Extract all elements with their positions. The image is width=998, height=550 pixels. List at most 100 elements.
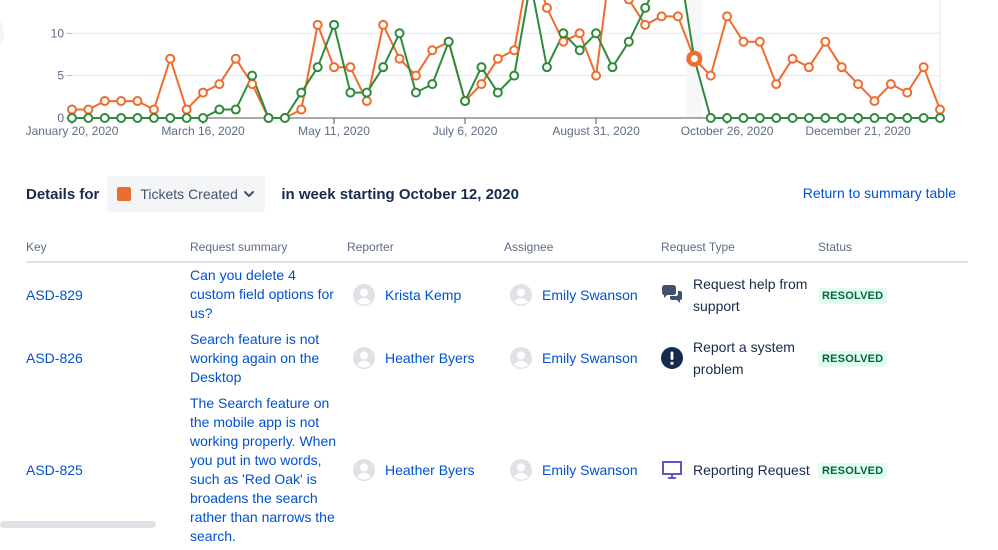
chat-bubbles-icon — [662, 284, 682, 303]
data-point-created — [541, 2, 552, 13]
data-point-created — [345, 62, 356, 73]
reporter-name-link[interactable]: Krista Kemp — [385, 286, 462, 303]
return-to-summary-link[interactable]: Return to summary table — [802, 185, 956, 201]
column-header-assignee[interactable]: Assignee — [504, 236, 661, 263]
data-point-created — [312, 19, 323, 30]
data-point-created — [672, 11, 683, 22]
avatar-icon — [510, 459, 532, 481]
data-point-created — [722, 11, 733, 22]
column-header-reporter[interactable]: Reporter — [347, 236, 504, 263]
horizontal-scrollbar[interactable] — [0, 521, 156, 528]
data-point-resolved — [738, 113, 749, 123]
series-color-swatch — [117, 187, 132, 201]
details-header: Details for Tickets Created in week star… — [26, 176, 519, 212]
y-tick-label: 10 — [51, 26, 65, 40]
data-point-resolved — [754, 113, 765, 123]
data-point-resolved — [312, 62, 323, 73]
x-tick-label: May 11, 2020 — [298, 124, 370, 138]
ticket-summary-link[interactable]: Can you delete 4 custom field options fo… — [190, 267, 334, 321]
data-point-created — [394, 53, 405, 64]
data-point-created — [558, 36, 569, 47]
column-header-key[interactable]: Key — [26, 236, 190, 263]
data-point-resolved — [83, 113, 94, 123]
data-point-created — [656, 11, 667, 22]
data-point-resolved — [820, 113, 831, 123]
data-point-resolved — [345, 87, 356, 98]
data-point-resolved — [935, 113, 945, 123]
assignee-name-link[interactable]: Emily Swanson — [542, 462, 638, 478]
ticket-summary-link[interactable]: Search feature is not working again on t… — [190, 330, 320, 385]
data-point-resolved — [279, 113, 290, 123]
data-point-resolved — [214, 104, 225, 115]
series-select-value: Tickets Created — [140, 186, 238, 202]
data-point-resolved — [460, 96, 471, 107]
chevron-down-icon — [244, 191, 255, 197]
avatar-icon — [353, 347, 375, 369]
data-point-resolved — [116, 113, 127, 123]
data-point-created — [247, 79, 258, 90]
data-point-created — [427, 45, 438, 56]
data-point-resolved — [148, 113, 159, 123]
data-point-created — [165, 53, 176, 64]
data-point-created — [803, 62, 814, 73]
data-point-created — [574, 28, 585, 39]
data-point-created — [181, 104, 192, 115]
ticket-summary-link[interactable]: The Search feature on the mobile app is … — [190, 395, 337, 544]
table-header-row: Key Request summary Reporter Assignee Re… — [26, 236, 968, 263]
data-point-created — [885, 79, 896, 90]
data-point-resolved — [247, 70, 258, 81]
status-badge: RESOLVED — [818, 287, 888, 304]
column-header-request-type[interactable]: Request Type — [661, 236, 818, 263]
data-point-created — [476, 79, 487, 90]
x-tick-label: August 31, 2020 — [552, 124, 640, 138]
data-point-created — [492, 53, 503, 64]
data-point-created — [214, 79, 225, 90]
data-point-resolved — [410, 87, 421, 98]
request-type-label: Reporting Request — [693, 462, 810, 478]
status-badge: RESOLVED — [818, 463, 888, 479]
data-point-created — [853, 79, 864, 90]
data-point-resolved — [378, 62, 389, 73]
assignee-name-link[interactable]: Emily Swanson — [542, 286, 638, 303]
series-line-resolved — [72, 0, 940, 119]
x-tick-label: December 21, 2020 — [805, 124, 911, 138]
x-tick-label: July 6, 2020 — [433, 124, 498, 138]
x-tick-label: January 20, 2020 — [26, 124, 119, 138]
data-point-resolved — [230, 104, 241, 115]
data-point-resolved — [361, 87, 372, 98]
data-point-created — [296, 104, 307, 115]
ticket-key-link[interactable]: ASD-826 — [26, 350, 83, 366]
data-point-created — [754, 36, 765, 47]
data-point-resolved — [885, 113, 896, 123]
assignee-name-link[interactable]: Emily Swanson — [542, 350, 638, 366]
table-row: ASD-829 Can you delete 4 custom field op… — [26, 262, 968, 326]
column-header-summary[interactable]: Request summary — [190, 236, 347, 263]
avatar-icon — [510, 347, 532, 369]
data-point-created — [935, 104, 945, 115]
reporter-name-link[interactable]: Heather Byers — [385, 462, 475, 478]
data-point-created — [771, 79, 782, 90]
data-point-created — [836, 62, 847, 73]
data-point-created — [230, 53, 241, 64]
data-point-resolved — [591, 28, 602, 39]
request-type-label: Report a system problem — [693, 339, 795, 377]
data-point-created — [591, 70, 602, 81]
reporter-name-link[interactable]: Heather Byers — [385, 350, 475, 366]
selected-point-center — [690, 55, 698, 63]
ticket-key-link[interactable]: ASD-825 — [26, 462, 83, 478]
data-point-resolved — [902, 113, 913, 123]
data-point-resolved — [607, 62, 618, 73]
series-select[interactable]: Tickets Created — [107, 176, 266, 212]
table-row: ASD-826 Search feature is not working ag… — [26, 326, 968, 390]
request-type-label: Request help from support — [693, 275, 808, 314]
ticket-key-link[interactable]: ASD-829 — [26, 286, 83, 303]
data-point-resolved — [853, 113, 864, 123]
data-point-resolved — [476, 62, 487, 73]
column-header-status[interactable]: Status — [818, 236, 968, 263]
data-point-created — [148, 104, 159, 115]
avatar-icon — [510, 283, 532, 306]
x-tick-label: October 26, 2020 — [681, 124, 774, 138]
data-point-created — [361, 96, 372, 107]
data-point-resolved — [67, 113, 77, 123]
data-point-created — [99, 96, 110, 107]
